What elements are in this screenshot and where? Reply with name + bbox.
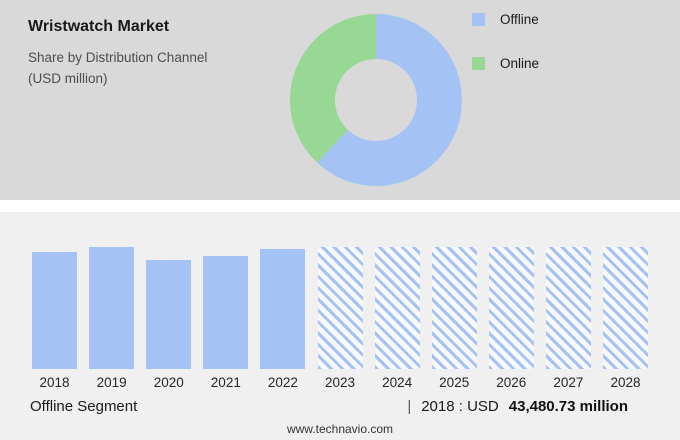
forecast-bar-2027	[545, 247, 591, 369]
bar-2019	[89, 247, 135, 369]
forecast-bar-2026	[488, 247, 534, 369]
bar-2018	[32, 252, 78, 369]
forecast-bar-2023	[317, 247, 363, 369]
subtitle-line-1: Share by Distribution Channel	[28, 50, 208, 65]
page-title: Wristwatch Market	[28, 18, 170, 35]
segment-label: Offline Segment	[30, 398, 138, 415]
bar-slot-2023: 2023	[311, 246, 368, 392]
legend-item-offline: Offline	[472, 12, 539, 27]
market-value: 43,480.73 million	[508, 398, 628, 415]
bar-2021	[203, 256, 249, 369]
bar-slot-2025: 2025	[426, 246, 483, 392]
legend-swatch-online	[472, 57, 485, 70]
bar-2022	[260, 249, 306, 369]
bar-chart: 2018 2019 2020 2021 2022 2023 2024 2025 2026 2027…	[26, 246, 654, 392]
bar-slot-2026: 2026	[483, 246, 540, 392]
x-axis-label-2022: 2022	[267, 375, 298, 390]
top-section: Wristwatch Market Share by Distribution …	[0, 0, 680, 200]
website-url: www.technavio.com	[286, 422, 394, 436]
subtitle-line-2: (USD million)	[28, 70, 108, 86]
forecast-bar-2025	[431, 247, 477, 369]
bar-slot-2019: 2019	[83, 246, 140, 392]
x-axis-label-2027: 2027	[553, 375, 584, 390]
bar-2020	[146, 260, 192, 369]
x-axis-label-2020: 2020	[153, 375, 184, 390]
x-axis-label-2021: 2021	[210, 375, 241, 390]
header: Wristwatch Market Share by Distribution …	[28, 18, 207, 90]
x-axis-label-2019: 2019	[96, 375, 127, 390]
bar-slot-2024: 2024	[369, 246, 426, 392]
x-axis-label-2028: 2028	[610, 375, 641, 390]
legend-swatch-offline	[472, 13, 485, 26]
bar-slot-2022: 2022	[254, 246, 311, 392]
x-axis-label-2025: 2025	[439, 375, 470, 390]
donut-hole	[335, 59, 417, 141]
x-axis-label-2024: 2024	[382, 375, 413, 390]
x-axis-label-2018: 2018	[39, 375, 70, 390]
bar-slot-2027: 2027	[540, 246, 597, 392]
footer-divider: |	[407, 398, 412, 415]
section-divider	[0, 200, 680, 212]
x-axis-label-2023: 2023	[324, 375, 356, 390]
value-prefix: 2018 : USD	[421, 398, 499, 415]
legend-item-online: Online	[472, 56, 539, 71]
bar-slot-2018: 2018	[26, 246, 83, 392]
x-axis-label-2026: 2026	[496, 375, 527, 390]
bar-slot-2028: 2028	[597, 246, 654, 392]
legend-label-offline: Offline	[500, 12, 539, 27]
legend-label-online: Online	[500, 56, 540, 71]
footer-value-group: | 2018 : USD 43,480.73 million	[407, 398, 628, 415]
donut-chart	[290, 14, 462, 186]
forecast-bar-2028	[602, 247, 648, 369]
bar-slot-2021: 2021	[197, 246, 254, 392]
forecast-bar-2024	[374, 247, 420, 369]
donut-legend: Offline Online	[472, 12, 539, 71]
footer-row: Offline Segment | 2018 : USD 43,480.73 m…	[30, 398, 628, 415]
bar-slot-2020: 2020	[140, 246, 197, 392]
